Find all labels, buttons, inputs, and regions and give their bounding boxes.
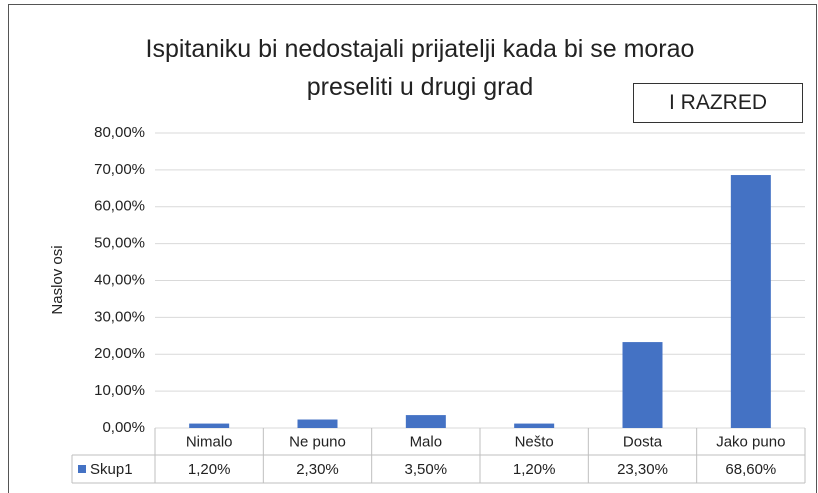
bar bbox=[730, 175, 771, 428]
chart-title: Ispitaniku bi nedostajali prijatelji kad… bbox=[145, 35, 695, 101]
x-tick-label: Jako puno bbox=[716, 433, 785, 450]
data-table-value: 68,60% bbox=[725, 461, 776, 478]
y-tick-label: 30,00% bbox=[94, 308, 145, 325]
y-tick-label: 50,00% bbox=[94, 235, 145, 252]
x-tick-label: Nimalo bbox=[186, 433, 233, 450]
y-tick-label: 10,00% bbox=[94, 382, 145, 399]
y-tick-label: 80,00% bbox=[94, 124, 145, 141]
data-table-value: 23,30% bbox=[617, 461, 668, 478]
data-table-value: 2,30% bbox=[296, 461, 339, 478]
data-table-value: 3,50% bbox=[405, 461, 448, 478]
data-table-value: 1,20% bbox=[513, 461, 556, 478]
bar bbox=[622, 342, 663, 428]
x-tick-label: Nešto bbox=[515, 433, 554, 450]
bar bbox=[297, 419, 338, 428]
y-tick-label: 70,00% bbox=[94, 161, 145, 178]
y-tick-label: 60,00% bbox=[94, 198, 145, 215]
legend-key bbox=[78, 465, 86, 473]
x-tick-label: Ne puno bbox=[289, 433, 346, 450]
chart-border bbox=[8, 4, 817, 493]
data-table-value: 1,20% bbox=[188, 461, 231, 478]
y-tick-label: 40,00% bbox=[94, 271, 145, 288]
annotation: I RAZRED bbox=[633, 83, 803, 123]
y-tick-label: 20,00% bbox=[94, 345, 145, 362]
bar bbox=[405, 415, 446, 428]
x-tick-label: Dosta bbox=[623, 433, 663, 450]
y-axis-label: Naslov osi bbox=[49, 245, 66, 314]
bar bbox=[514, 423, 555, 428]
bar bbox=[189, 423, 230, 428]
y-tick-label: 0,00% bbox=[102, 419, 145, 436]
legend-label: Skup1 bbox=[90, 461, 133, 478]
x-tick-label: Malo bbox=[410, 433, 443, 450]
